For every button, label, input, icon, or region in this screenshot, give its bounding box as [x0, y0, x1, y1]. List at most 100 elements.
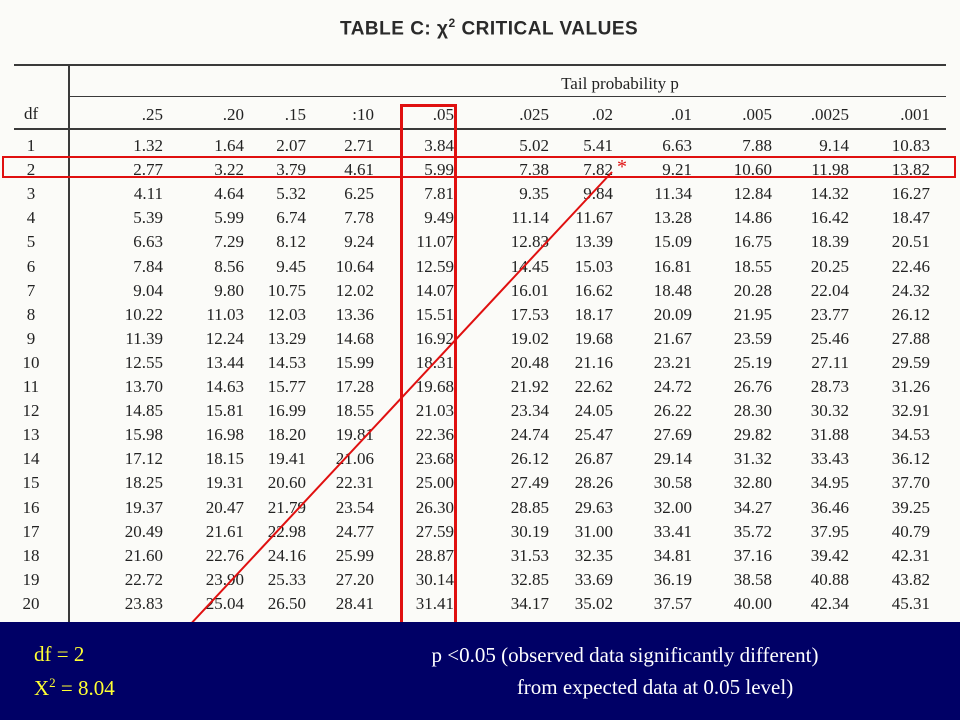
table-cell: 20.51 — [891, 232, 930, 252]
table-cell: 27.69 — [653, 425, 692, 445]
highlight-column-005 — [400, 104, 457, 623]
table-cell: 16.42 — [810, 208, 849, 228]
table-cell: 6.63 — [133, 232, 163, 252]
table-cell: 7.29 — [214, 232, 244, 252]
df-cell: 1 — [26, 136, 36, 155]
table-cell: 16.75 — [733, 232, 772, 252]
df-cell: 8 — [26, 304, 36, 324]
table-cell: 42.34 — [810, 593, 849, 613]
p-header: .05 — [432, 105, 454, 124]
table-cell: 22.62 — [574, 377, 613, 396]
table-cell: 33.69 — [574, 569, 613, 589]
table-cell: 27.88 — [891, 328, 930, 348]
table-cell: 13.70 — [124, 377, 163, 396]
table-cell: 24.77 — [335, 521, 374, 541]
df-cell: 20 — [22, 593, 40, 613]
table-cell: 38.58 — [733, 569, 772, 589]
table-cell: 1.32 — [133, 136, 163, 155]
df-cell: 19 — [22, 569, 40, 589]
table-cell: 9.14 — [819, 136, 849, 155]
table-cell: 18.15 — [205, 449, 244, 469]
table-cell: 22.98 — [267, 521, 306, 541]
df-note: df = 2 — [34, 642, 85, 666]
p-header: .15 — [284, 105, 306, 124]
table-cell: 11.34 — [654, 184, 692, 204]
table-cell: 10.60 — [733, 160, 772, 180]
table-cell: 25.04 — [205, 593, 244, 613]
table-cell: 28.73 — [810, 377, 849, 396]
table-cell: 35.72 — [733, 521, 772, 541]
tail-probability-caption: Tail probability p — [561, 74, 679, 93]
table-cell: 19.31 — [205, 473, 244, 493]
table-cell: 14.86 — [733, 208, 772, 228]
table-cell: 24.16 — [267, 545, 306, 565]
table-cell: 33.41 — [653, 521, 692, 541]
table-cell: 29.63 — [574, 497, 613, 517]
table-cell: 35.02 — [574, 593, 613, 613]
table-cell: 23.83 — [124, 593, 163, 613]
df-cell: 12 — [22, 401, 40, 421]
table-cell: 24.74 — [510, 425, 549, 445]
df-cell: 6 — [26, 256, 36, 276]
table-cell: 23.77 — [810, 304, 849, 324]
table-cell: 21.79 — [267, 497, 306, 517]
table-cell: 11.14 — [511, 208, 549, 228]
table-cell: 40.00 — [733, 593, 772, 613]
table-cell: 27.49 — [510, 473, 549, 493]
table-cell: 11.98 — [811, 160, 849, 180]
table-cell: 13.29 — [267, 328, 306, 348]
table-cell: 32.00 — [653, 497, 692, 517]
table-cell: 16.27 — [891, 184, 930, 204]
table-cell: 39.42 — [810, 545, 849, 565]
table-cell: 5.39 — [133, 208, 163, 228]
table-cell: 9.80 — [214, 280, 244, 300]
table-cell: 19.68 — [574, 328, 613, 348]
table-cell: 32.35 — [574, 545, 613, 565]
df-cell: 4 — [26, 208, 36, 228]
table-cell: 34.95 — [810, 473, 849, 493]
table-cell: 45.31 — [891, 593, 930, 613]
df-cell: 11 — [22, 377, 40, 396]
table-cell: 20.09 — [653, 304, 692, 324]
table-cell: 15.77 — [267, 377, 306, 396]
table-cell: 26.50 — [267, 593, 306, 613]
table-cell: 42.31 — [891, 545, 930, 565]
table-cell: 31.32 — [733, 449, 772, 469]
table-cell: 16.01 — [510, 280, 549, 300]
table-top-rule — [14, 64, 946, 66]
table-cell: 28.85 — [510, 497, 549, 517]
df-cell: 2 — [26, 160, 36, 180]
table-cell: 12.03 — [267, 304, 306, 324]
table-cell: 18.47 — [891, 208, 930, 228]
asterisk-marker: * — [617, 156, 627, 178]
df-column-divider — [68, 64, 70, 622]
table-cell: 18.55 — [335, 401, 374, 421]
table-cell: 10.22 — [124, 304, 163, 324]
table-cell: 26.12 — [510, 449, 549, 469]
p-header: .01 — [670, 105, 692, 124]
table-cell: 22.31 — [335, 473, 374, 493]
df-header: df — [24, 104, 39, 123]
p-header: :10 — [352, 105, 374, 124]
p-header: .25 — [141, 105, 163, 124]
table-cell: 31.26 — [891, 377, 930, 396]
df-cell: 18 — [22, 545, 40, 565]
table-cell: 36.46 — [810, 497, 849, 517]
p-note-line-2: from expected data at 0.05 level) — [516, 675, 794, 699]
table-cell: 31.88 — [810, 425, 849, 445]
table-cell: 23.34 — [510, 401, 549, 421]
table-cell: 20.60 — [267, 473, 306, 493]
table-cell: 36.19 — [653, 569, 692, 589]
p-header: .001 — [900, 105, 930, 124]
table-cell: 8.12 — [276, 232, 306, 252]
table-cell: 12.24 — [205, 328, 244, 348]
table-cell: 24.72 — [653, 377, 692, 396]
table-cell: 13.28 — [653, 208, 692, 228]
table-cell: 11.39 — [125, 328, 163, 348]
table-cell: 29.14 — [653, 449, 692, 469]
table-cell: 9.24 — [344, 232, 374, 252]
table-cell: 28.30 — [733, 401, 772, 421]
table-cell: 28.26 — [574, 473, 613, 493]
table-title-suffix: CRITICAL VALUES — [461, 18, 639, 40]
table-cell: 7.88 — [742, 136, 772, 155]
